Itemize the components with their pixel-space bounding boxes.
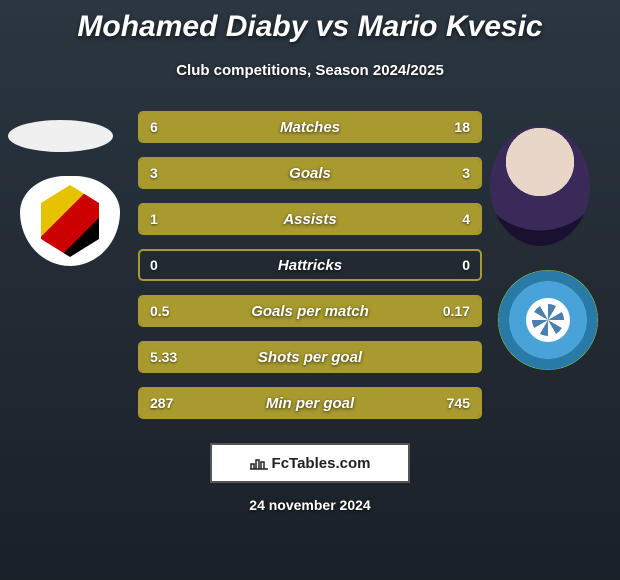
- stat-value-right: 745: [447, 395, 470, 411]
- stat-value-right: 3: [462, 165, 470, 181]
- stat-label: Min per goal: [140, 395, 480, 412]
- subtitle: Club competitions, Season 2024/2025: [0, 62, 620, 79]
- stat-row: 3Goals3: [138, 157, 482, 189]
- stat-value-right: 4: [462, 211, 470, 227]
- player2-name: Mario Kvesic: [358, 10, 543, 43]
- player2-avatar: [490, 126, 590, 246]
- stat-label: Matches: [140, 119, 480, 136]
- page-title: Mohamed Diaby vs Mario Kvesic: [0, 0, 620, 44]
- stat-row: 5.33Shots per goal: [138, 341, 482, 373]
- stat-row: 0.5Goals per match0.17: [138, 295, 482, 327]
- player1-avatar: [8, 120, 113, 152]
- stat-value-right: 0: [462, 257, 470, 273]
- stat-row: 287Min per goal745: [138, 387, 482, 419]
- chart-icon: [250, 456, 268, 470]
- stat-row: 1Assists4: [138, 203, 482, 235]
- stat-row: 0Hattricks0: [138, 249, 482, 281]
- player2-club-badge: [498, 270, 598, 370]
- stat-value-right: 0.17: [443, 303, 470, 319]
- stat-label: Goals per match: [140, 303, 480, 320]
- stat-label: Shots per goal: [140, 349, 480, 366]
- player1-name: Mohamed Diaby: [77, 10, 307, 43]
- vs-text: vs: [316, 10, 349, 43]
- footer-date: 24 november 2024: [0, 497, 620, 513]
- stat-label: Hattricks: [140, 257, 480, 274]
- stat-row: 6Matches18: [138, 111, 482, 143]
- stat-label: Assists: [140, 211, 480, 228]
- brand-text: FcTables.com: [272, 455, 371, 472]
- stat-value-right: 18: [454, 119, 470, 135]
- stat-label: Goals: [140, 165, 480, 182]
- brand-box: FcTables.com: [210, 443, 410, 483]
